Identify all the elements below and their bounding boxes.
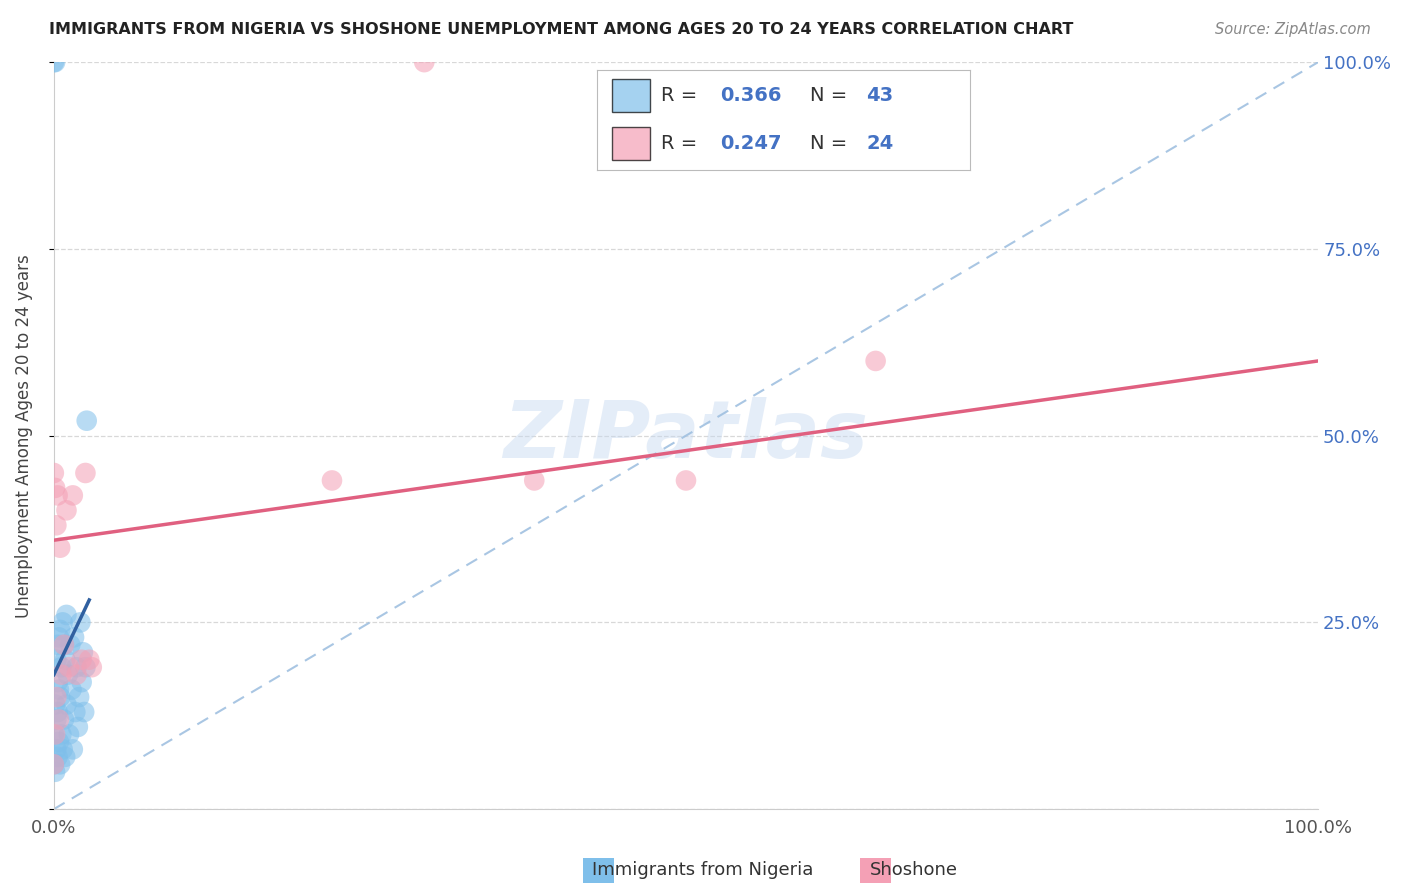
Point (51, 660, 73, 674)
Point (45, 518, 67, 533)
Point (49, 623, 72, 637)
Point (65, 667, 87, 681)
Point (44, 698, 66, 712)
Point (48, 630, 70, 644)
Text: ZIPatlas: ZIPatlas (503, 397, 869, 475)
Point (321, 474, 343, 488)
Point (55, 698, 77, 712)
Point (53, 749, 76, 764)
Point (65, 705, 87, 719)
Point (49, 541, 72, 555)
Text: Immigrants from Nigeria: Immigrants from Nigeria (592, 861, 814, 879)
Point (52, 638, 75, 652)
Point (69, 615, 91, 630)
Point (48, 682, 70, 697)
Point (51, 667, 73, 681)
Point (45, 690, 67, 704)
Point (55, 607, 77, 622)
Point (62, 488, 84, 502)
Point (42, 727, 65, 741)
Point (523, 474, 546, 488)
Point (42, 55, 65, 70)
Point (42, 757, 65, 772)
Point (58, 727, 80, 741)
Point (75, 466, 97, 480)
Point (48, 713, 70, 727)
Point (44, 727, 66, 741)
Point (46, 705, 69, 719)
Point (67, 690, 90, 704)
Point (46, 749, 69, 764)
Point (77, 653, 100, 667)
Text: Shoshone: Shoshone (870, 861, 957, 879)
Point (44, 55, 66, 70)
Point (675, 474, 697, 488)
Point (44, 764, 66, 779)
Point (42, 466, 65, 480)
Point (44, 481, 66, 495)
Point (45, 742, 67, 756)
Point (48, 735, 70, 749)
Point (59, 638, 82, 652)
Point (70, 653, 93, 667)
Point (52, 638, 75, 652)
Point (65, 660, 87, 674)
Point (80, 660, 103, 674)
Point (46, 638, 69, 652)
Point (70, 675, 93, 690)
Point (60, 682, 83, 697)
Point (55, 503, 77, 517)
Point (75, 660, 97, 674)
Text: Source: ZipAtlas.com: Source: ZipAtlas.com (1215, 22, 1371, 37)
Point (42, 757, 65, 772)
Point (865, 354, 887, 368)
Point (76, 414, 98, 428)
Point (66, 720, 89, 734)
Point (45, 653, 67, 667)
Point (52, 713, 75, 727)
Point (63, 630, 86, 644)
Point (58, 660, 80, 674)
Point (53, 653, 76, 667)
Point (52, 615, 75, 630)
Point (62, 742, 84, 756)
Y-axis label: Unemployment Among Ages 20 to 24 years: Unemployment Among Ages 20 to 24 years (15, 253, 32, 617)
Point (413, 55, 436, 70)
Point (45, 713, 67, 727)
Text: IMMIGRANTS FROM NIGERIA VS SHOSHONE UNEMPLOYMENT AMONG AGES 20 TO 24 YEARS CORRE: IMMIGRANTS FROM NIGERIA VS SHOSHONE UNEM… (49, 22, 1074, 37)
Point (73, 705, 96, 719)
Point (56, 667, 79, 681)
Point (52, 742, 75, 756)
Point (46, 488, 69, 502)
Point (46, 675, 69, 690)
Point (49, 757, 72, 772)
Point (72, 645, 94, 659)
Point (51, 727, 73, 741)
Point (49, 690, 72, 704)
